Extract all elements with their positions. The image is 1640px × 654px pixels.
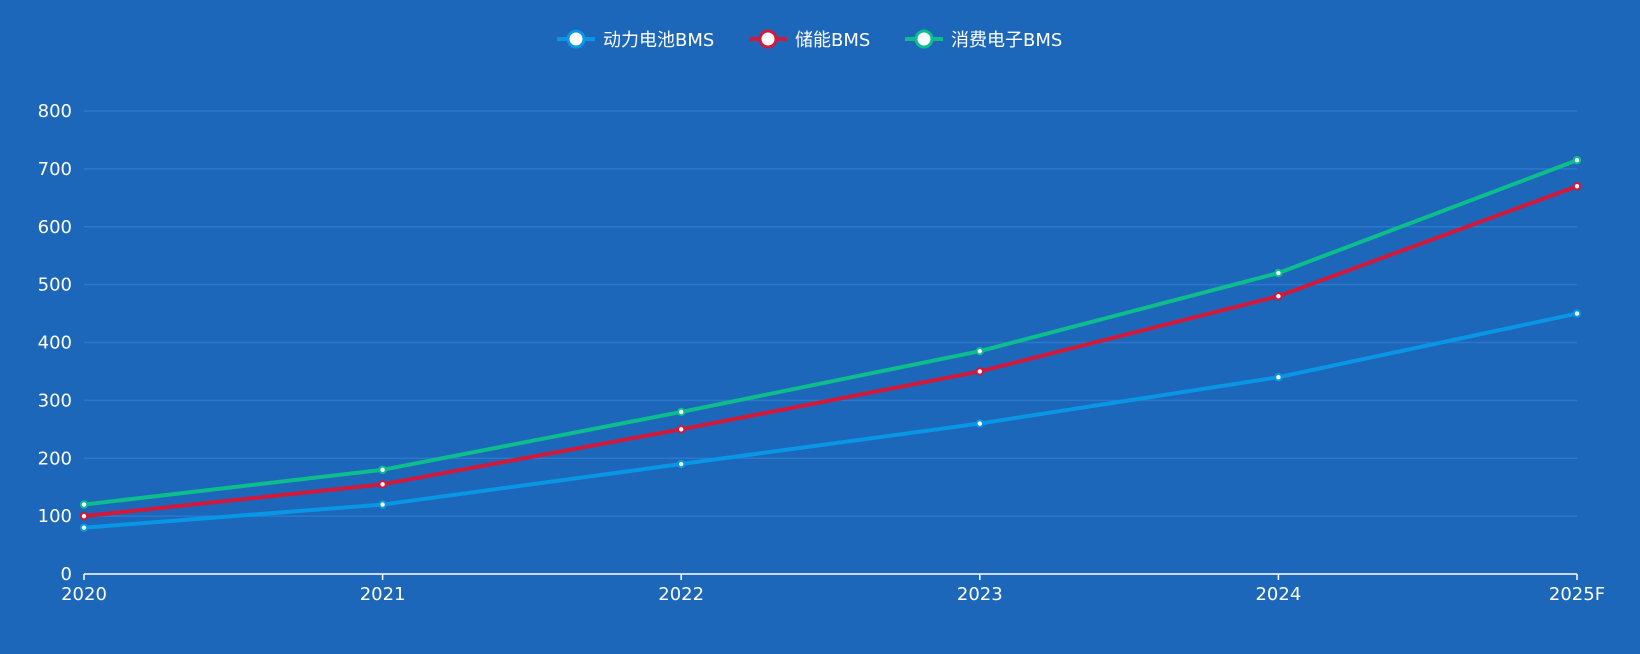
series-lines (82, 158, 1579, 530)
data-point[interactable] (677, 407, 686, 417)
legend-marker-icon (566, 29, 586, 49)
x-tick-label: 2021 (360, 584, 406, 605)
data-point[interactable] (1274, 292, 1283, 301)
legend-label: 动力电池BMS (603, 30, 714, 51)
data-point[interactable] (975, 346, 984, 356)
y-tick-label: 0 (61, 564, 72, 585)
x-tick-label: 2020 (61, 584, 107, 605)
legend-item[interactable]: 储能BMS (749, 29, 870, 51)
data-point[interactable] (1572, 309, 1582, 318)
y-tick-label: 300 (38, 390, 72, 411)
data-point[interactable] (677, 425, 686, 434)
legend-marker-icon (758, 29, 778, 49)
grid-lines (84, 110, 1577, 517)
data-point[interactable] (378, 480, 387, 489)
y-tick-label: 500 (38, 275, 72, 296)
y-tick-label: 600 (38, 217, 72, 238)
data-point[interactable] (378, 465, 387, 475)
data-point[interactable] (79, 511, 89, 521)
data-point[interactable] (975, 419, 984, 428)
legend-marker-icon (914, 29, 934, 49)
legend-item[interactable]: 动力电池BMS (557, 29, 714, 51)
x-tick-label: 2024 (1255, 584, 1301, 605)
data-point[interactable] (79, 500, 89, 509)
y-tick-label: 700 (38, 159, 72, 180)
data-point[interactable] (677, 459, 686, 469)
data-point[interactable] (1274, 268, 1283, 278)
y-tick-label: 800 (38, 101, 72, 122)
x-tick-label: 2023 (957, 584, 1003, 605)
data-point[interactable] (1572, 182, 1582, 191)
legend-item[interactable]: 消费电子BMS (905, 29, 1062, 51)
data-point[interactable] (1572, 155, 1582, 165)
series-points (79, 155, 1582, 532)
legend-label: 储能BMS (795, 30, 870, 51)
axes: 0 100 200 300 400 500 600 700 800 2020 2021 2022 202… (38, 101, 1605, 605)
data-point[interactable] (79, 523, 89, 532)
data-point[interactable] (975, 367, 984, 376)
data-point[interactable] (1274, 373, 1283, 382)
series-line-1 (82, 184, 1579, 519)
legend-label: 消费电子BMS (951, 30, 1062, 51)
y-tick-label: 100 (38, 506, 72, 527)
y-tick-label: 200 (38, 448, 72, 469)
legend[interactable]: 动力电池BMS 储能BMS 消费电子BMS (557, 29, 1062, 51)
x-tick-label: 2022 (658, 584, 704, 605)
y-tick-label: 400 (38, 333, 72, 354)
series-line-2 (82, 158, 1579, 507)
x-tick-label: 2025F (1549, 584, 1605, 605)
series-line-0 (82, 311, 1579, 530)
data-point[interactable] (378, 500, 387, 509)
